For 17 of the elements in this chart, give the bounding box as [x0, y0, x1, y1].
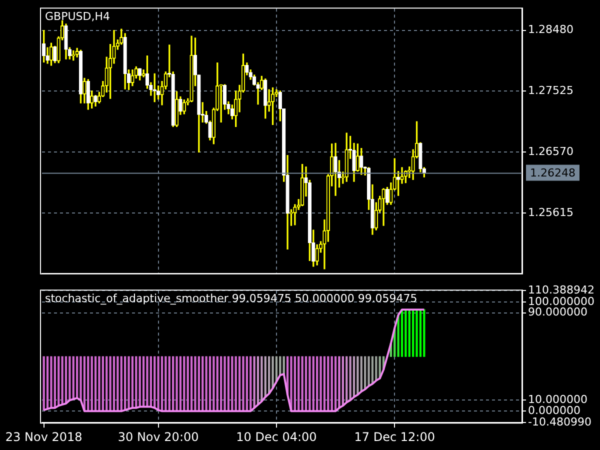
x-tick-label: 30 Nov 20:00 [118, 430, 199, 444]
y-tick-label: 1.25615 [528, 206, 574, 219]
x-tick-label: 23 Nov 2018 [5, 430, 82, 444]
y-tick-label: 110.388942 [528, 283, 594, 296]
y-tick-label: 10.000000 [528, 393, 588, 406]
y-tick-label: 100.000000 [528, 294, 594, 308]
y-tick-label: 1.27525 [528, 84, 574, 98]
y-tick-label: 1.26570 [528, 145, 574, 158]
y-tick-label: -10.480990 [528, 415, 592, 428]
x-tick-label: 17 Dec 12:00 [354, 430, 435, 444]
y-tick-label: 0.000000 [528, 404, 580, 418]
y-tick-label: 90.000000 [528, 306, 588, 319]
chart-title: GBPUSD,H4 [45, 10, 110, 23]
ref-line-label: 1.26248 [530, 166, 576, 180]
y-tick-label: 1.28480 [528, 23, 574, 36]
chart-title: stochastic_of_adaptive_smoother 99.059475 50.000000 99.059475 [45, 292, 418, 305]
x-tick-label: 10 Dec 04:00 [236, 430, 317, 444]
